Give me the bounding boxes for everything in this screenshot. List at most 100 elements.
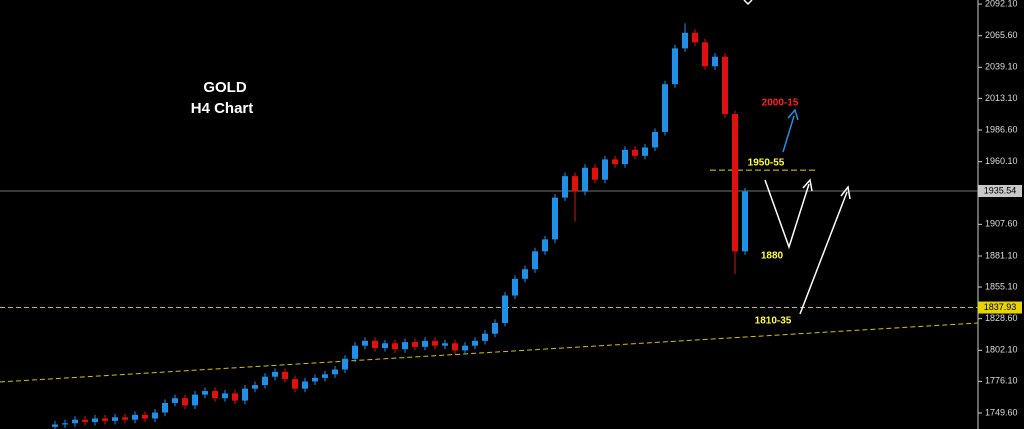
candle-body <box>622 149 628 165</box>
annotation: 2000-15 <box>762 98 799 109</box>
candle-body <box>302 381 308 389</box>
candle-body <box>532 251 538 270</box>
candle-body <box>672 48 678 85</box>
candle-body <box>272 371 278 377</box>
candle-body <box>432 340 438 346</box>
candle-body <box>352 345 358 359</box>
candle-body <box>322 374 328 378</box>
candle-body <box>712 56 718 67</box>
candle-body <box>262 376 268 386</box>
arrow <box>764 179 810 250</box>
chart-title: GOLD <box>203 79 246 96</box>
trendline <box>0 322 979 383</box>
candle-body <box>692 32 698 43</box>
y-tick-label: 1776.10 <box>985 376 1018 386</box>
candle-body <box>252 385 258 389</box>
annotation: 1880 <box>761 251 784 262</box>
candle-body <box>512 278 518 296</box>
candle-body <box>742 191 748 252</box>
candle-body <box>552 197 558 240</box>
arrows <box>743 0 851 315</box>
candle-body <box>642 147 648 156</box>
candle-body <box>282 371 288 380</box>
candle-body <box>392 343 398 350</box>
candle-body <box>122 417 128 420</box>
y-tick-label: 1986.60 <box>985 124 1018 134</box>
candle-body <box>172 398 178 403</box>
candle-body <box>632 149 638 156</box>
candle-body <box>202 391 208 395</box>
candle-body <box>472 340 478 346</box>
price-box <box>978 301 1022 314</box>
candle-body <box>652 131 658 148</box>
arrow-head <box>802 178 813 192</box>
candle-body <box>562 176 568 198</box>
candle-body <box>402 342 408 350</box>
candle-body <box>182 398 188 406</box>
candle-body <box>222 393 228 399</box>
annotation: 1810-35 <box>755 316 792 327</box>
chart-subtitle: H4 Chart <box>191 100 254 117</box>
candle-body <box>112 417 118 421</box>
candle-body <box>612 159 618 165</box>
candle-body <box>362 340 368 346</box>
candle-body <box>422 340 428 347</box>
candle-body <box>62 423 68 425</box>
candle-body <box>162 402 168 413</box>
y-tick-label: 1960.10 <box>985 156 1018 166</box>
candle-body <box>52 424 58 427</box>
candle-body <box>382 343 388 349</box>
y-tick-label: 2065.60 <box>985 30 1018 40</box>
candle-body <box>82 419 88 423</box>
arrow <box>799 191 848 315</box>
candle-body <box>442 343 448 346</box>
candle-body <box>722 56 728 115</box>
candle-body <box>482 333 488 341</box>
candle-body <box>452 343 458 351</box>
candle-body <box>292 379 298 389</box>
y-tick-label: 2013.10 <box>985 93 1018 103</box>
candle-body <box>572 176 578 192</box>
candle-body <box>232 393 238 401</box>
candle-body <box>342 358 348 370</box>
arrow <box>782 115 795 153</box>
price-box <box>978 184 1022 197</box>
price-label: 1935.54 <box>984 185 1017 195</box>
candle-body <box>602 159 608 180</box>
candle-body <box>592 167 598 180</box>
candle-body <box>212 391 218 399</box>
y-tick-label: 1828.60 <box>985 313 1018 323</box>
candle-body <box>312 377 318 382</box>
candle-body <box>662 84 668 132</box>
candle-body <box>462 345 468 351</box>
candle-body <box>582 167 588 192</box>
arrow-head <box>840 185 851 200</box>
y-tick-label: 2039.10 <box>985 62 1018 72</box>
candle-body <box>522 269 528 279</box>
price-label: 1837.93 <box>984 302 1017 312</box>
marker <box>743 0 753 6</box>
candle-body <box>142 414 148 419</box>
candle-body <box>152 412 158 419</box>
y-tick-label: 1802.10 <box>985 345 1018 355</box>
arrow-head <box>787 108 799 121</box>
y-tick-label: 1907.60 <box>985 219 1018 229</box>
candle-body <box>102 418 108 421</box>
candle-body <box>682 32 688 49</box>
candle-body <box>192 394 198 406</box>
candle-body <box>72 419 78 424</box>
candle-body <box>372 340 378 349</box>
candle-body <box>332 369 338 375</box>
y-tick-label: 1855.10 <box>985 281 1018 291</box>
candle-body <box>412 342 418 347</box>
candle-body <box>732 114 738 252</box>
candle-body <box>702 42 708 67</box>
candle-body <box>502 295 508 323</box>
y-tick-label: 2092.10 <box>985 0 1018 8</box>
candle-body <box>542 239 548 252</box>
y-tick-label: 1749.60 <box>985 407 1018 417</box>
candle-body <box>92 418 98 423</box>
